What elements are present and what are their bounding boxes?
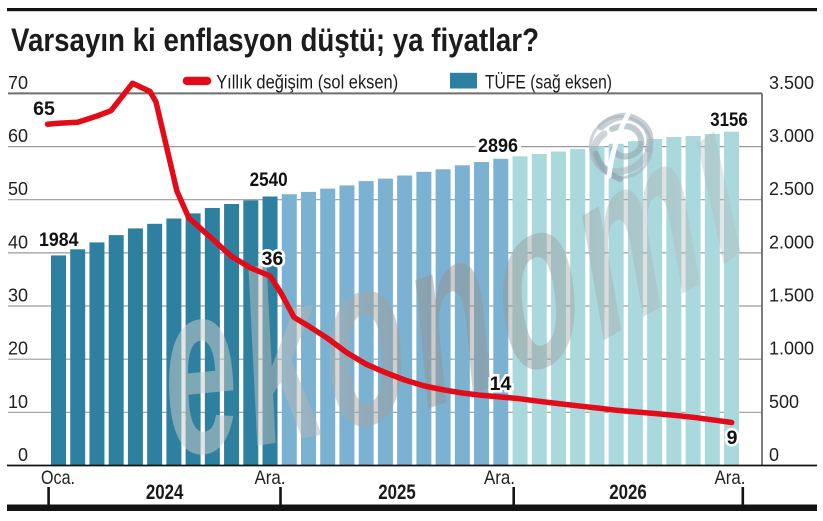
svg-text:Ara.: Ara. — [715, 467, 746, 489]
svg-text:2.500: 2.500 — [769, 179, 814, 199]
svg-text:1.000: 1.000 — [769, 339, 814, 359]
svg-text:3.000: 3.000 — [769, 126, 814, 146]
svg-text:Varsayın ki enflasyon düştü; y: Varsayın ki enflasyon düştü; ya fiyatlar… — [11, 22, 539, 58]
svg-text:2024: 2024 — [146, 481, 184, 504]
svg-text:30: 30 — [8, 286, 28, 306]
svg-text:Oca.: Oca. — [41, 467, 75, 489]
svg-text:Ara.: Ara. — [255, 467, 286, 489]
svg-text:20: 20 — [8, 339, 28, 359]
svg-text:2896: 2896 — [478, 135, 518, 157]
svg-text:14: 14 — [490, 373, 512, 395]
svg-text:0: 0 — [18, 445, 28, 465]
svg-text:1984: 1984 — [39, 229, 79, 251]
svg-text:10: 10 — [8, 392, 28, 412]
svg-text:36: 36 — [262, 248, 284, 270]
svg-text:3156: 3156 — [710, 109, 748, 131]
svg-text:TÜFE (sağ eksen): TÜFE (sağ eksen) — [485, 73, 612, 94]
svg-text:50: 50 — [8, 179, 28, 199]
svg-text:0: 0 — [769, 445, 779, 465]
svg-text:9: 9 — [727, 427, 738, 449]
svg-text:60: 60 — [8, 126, 28, 146]
svg-text:1.500: 1.500 — [769, 286, 814, 306]
svg-text:70: 70 — [8, 73, 28, 93]
svg-text:65: 65 — [33, 98, 55, 120]
svg-text:2026: 2026 — [609, 481, 647, 504]
svg-text:2025: 2025 — [378, 481, 416, 504]
svg-text:2.000: 2.000 — [769, 232, 814, 252]
svg-text:500: 500 — [769, 392, 799, 412]
svg-text:3.500: 3.500 — [769, 73, 814, 93]
svg-text:Yıllık değişim (sol eksen): Yıllık değişim (sol eksen) — [216, 73, 398, 94]
svg-text:2540: 2540 — [250, 169, 288, 191]
svg-text:Ara.: Ara. — [484, 467, 515, 489]
svg-text:40: 40 — [8, 232, 28, 252]
